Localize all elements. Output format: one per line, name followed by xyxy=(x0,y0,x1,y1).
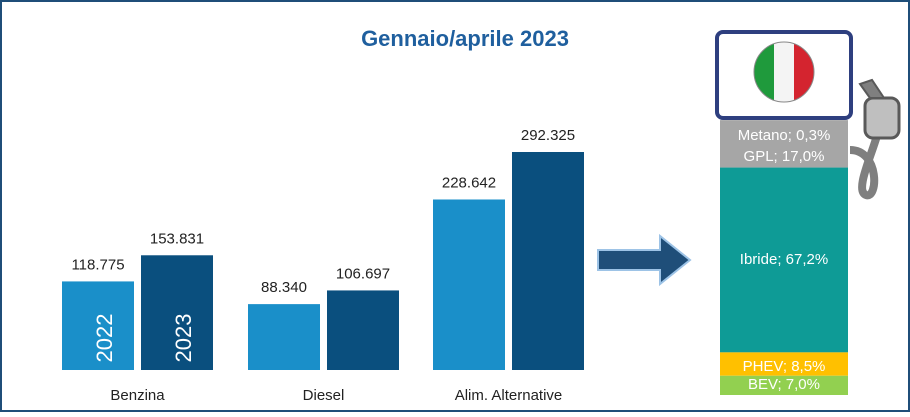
chart-title: Gennaio/aprile 2023 xyxy=(361,26,569,51)
stack-segment xyxy=(720,352,848,376)
italian-flag xyxy=(754,42,814,102)
segment-label: PHEV; 8,5% xyxy=(743,358,826,375)
stack-segment xyxy=(720,120,848,168)
arrow xyxy=(597,233,692,287)
value-label: 88.340 xyxy=(261,279,307,296)
value-label: 292.325 xyxy=(521,127,575,144)
segment-label: GPL; 17,0% xyxy=(744,148,825,165)
segment-label: Ibride; 67,2% xyxy=(740,251,828,268)
hose xyxy=(849,119,884,200)
value-label: 153.831 xyxy=(150,230,204,247)
value-label: 106.697 xyxy=(336,265,390,282)
bar xyxy=(433,199,505,370)
bar xyxy=(141,255,213,370)
segment-label: BEV; 7,0% xyxy=(748,376,820,393)
stack-segment xyxy=(720,120,848,121)
flag-rim xyxy=(753,41,815,103)
segment-label: Metano; 0,3% xyxy=(738,127,831,144)
bar xyxy=(248,304,320,370)
bar xyxy=(512,152,584,370)
bar xyxy=(327,290,399,370)
x-tick-label: Diesel xyxy=(303,387,345,404)
series-label: 2022 xyxy=(92,314,117,363)
series-label: 2023 xyxy=(171,314,196,363)
x-tick-label: Alim. Alternative xyxy=(455,387,563,404)
bar xyxy=(62,281,134,370)
stack-segment xyxy=(720,167,848,353)
value-label: 118.775 xyxy=(71,256,124,273)
x-tick-label: Benzina xyxy=(110,387,165,404)
nozzle-tip xyxy=(858,78,886,99)
nozzle xyxy=(863,96,901,140)
value-label: 228.642 xyxy=(442,174,496,191)
stack-segment xyxy=(720,375,848,395)
